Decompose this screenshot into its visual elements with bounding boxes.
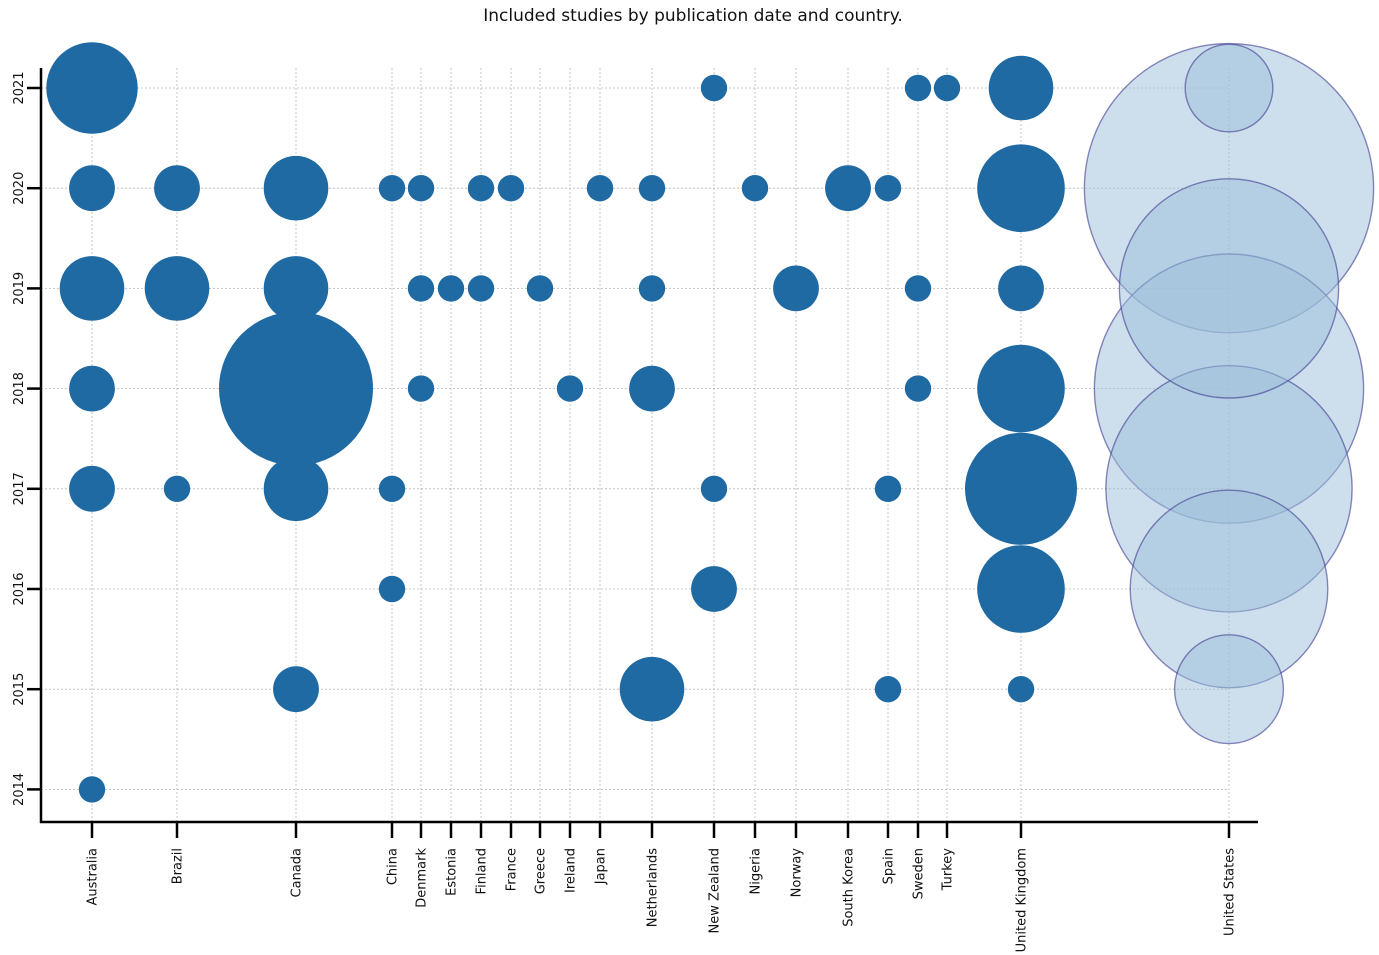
x-tick-label: Spain	[882, 848, 897, 884]
bubble-denmark-2018	[407, 375, 435, 402]
x-tick-label: United Kingdom	[1015, 848, 1030, 952]
bubble-estonia-2019	[437, 275, 465, 302]
x-tick-label: Greece	[534, 848, 549, 894]
bubble-netherlands-2018	[629, 365, 675, 412]
x-tick-label: Ireland	[564, 848, 579, 893]
x-tick-label: Norway	[790, 848, 805, 898]
bubble-united-states-2021	[1184, 43, 1274, 133]
x-tick-label: Estonia	[445, 848, 460, 896]
bubble-turkey-2021	[933, 74, 961, 102]
bubble-united-states-2019	[1118, 178, 1340, 399]
bubble-united-kingdom-2018	[977, 344, 1065, 433]
bubble-china-2020	[378, 175, 406, 202]
x-tick-label: Canada	[290, 848, 305, 897]
bubbles	[46, 42, 1375, 803]
bubble-australia-2018	[69, 365, 115, 412]
bubble-australia-2021	[46, 42, 138, 134]
bubble-australia-2014	[78, 776, 106, 803]
bubble-netherlands-2019	[638, 275, 666, 302]
bubble-united-kingdom-2016	[977, 545, 1065, 633]
bubble-united-kingdom-2017	[965, 432, 1077, 545]
x-tick-label: Brazil	[171, 848, 186, 884]
bubble-united-kingdom-2021	[988, 55, 1054, 121]
bubble-denmark-2019	[407, 275, 435, 302]
y-tick-label: 2017	[12, 472, 27, 505]
x-tick-label: Australia	[86, 848, 101, 906]
bubble-canada-2015	[273, 666, 319, 713]
bubble-netherlands-2020	[638, 175, 666, 202]
bubble-brazil-2019	[144, 256, 210, 321]
chart-title: Included studies by publication date and…	[483, 6, 903, 26]
bubble-netherlands-2015	[619, 656, 685, 722]
bubble-ireland-2018	[556, 375, 584, 402]
bubble-spain-2015	[874, 676, 902, 703]
y-tick-label: 2018	[12, 372, 27, 405]
bubble-japan-2020	[586, 175, 614, 202]
bubble-canada-2018	[219, 311, 373, 466]
bubble-denmark-2020	[407, 175, 435, 202]
x-tick-label: Denmark	[415, 848, 430, 908]
bubble-sweden-2019	[904, 275, 932, 302]
bubble-united-kingdom-2015	[1007, 676, 1035, 703]
bubble-new-zealand-2021	[700, 74, 728, 102]
bubble-sweden-2021	[904, 74, 932, 102]
bubble-new-zealand-2016	[691, 566, 737, 612]
bubble-united-kingdom-2019	[998, 265, 1044, 312]
bubble-finland-2020	[467, 175, 495, 202]
bubble-spain-2017	[874, 475, 902, 502]
y-tick-label: 2020	[12, 172, 27, 205]
bubble-south-korea-2020	[825, 165, 871, 212]
y-tick-label: 2021	[12, 71, 27, 104]
x-tick-label: South Korea	[842, 848, 857, 927]
bubble-canada-2017	[263, 456, 329, 522]
x-tick-label: Turkey	[941, 848, 956, 892]
bubble-canada-2019	[263, 256, 329, 321]
x-tick-label: New Zealand	[708, 848, 723, 933]
x-tick-label: Sweden	[912, 848, 927, 899]
x-tick-label: China	[386, 848, 401, 885]
axes	[27, 68, 1258, 838]
x-tick-label: France	[505, 848, 520, 891]
x-tick-label: Netherlands	[646, 848, 661, 927]
x-tick-label: Japan	[594, 848, 609, 885]
bubble-france-2020	[497, 175, 525, 202]
bubble-greece-2019	[526, 275, 554, 302]
bubble-canada-2020	[263, 155, 329, 221]
x-tick-label: United States	[1223, 848, 1238, 936]
bubble-united-states-2015	[1173, 634, 1285, 745]
bubble-norway-2019	[773, 265, 819, 312]
bubble-finland-2019	[467, 275, 495, 302]
y-tick-label: 2015	[12, 673, 27, 706]
bubble-sweden-2018	[904, 375, 932, 402]
x-tick-label: Finland	[475, 848, 490, 894]
bubble-brazil-2017	[163, 475, 191, 502]
bubble-nigeria-2020	[741, 175, 769, 202]
bubble-new-zealand-2017	[700, 475, 728, 502]
bubble-united-kingdom-2020	[977, 144, 1065, 232]
bubble-australia-2019	[59, 256, 125, 321]
bubble-china-2016	[378, 575, 406, 603]
bubble-brazil-2020	[154, 165, 200, 212]
bubble-spain-2020	[874, 175, 902, 202]
y-tick-label: 2014	[12, 773, 27, 806]
y-tick-label: 2016	[12, 572, 27, 605]
bubble-china-2017	[378, 475, 406, 502]
y-tick-label: 2019	[12, 272, 27, 305]
bubble-australia-2017	[69, 465, 115, 512]
bubble-australia-2020	[69, 165, 115, 212]
tick-labels: Australia Brazil Canada China Denmark Estonia…	[12, 71, 1238, 952]
x-tick-label: Nigeria	[749, 848, 764, 895]
